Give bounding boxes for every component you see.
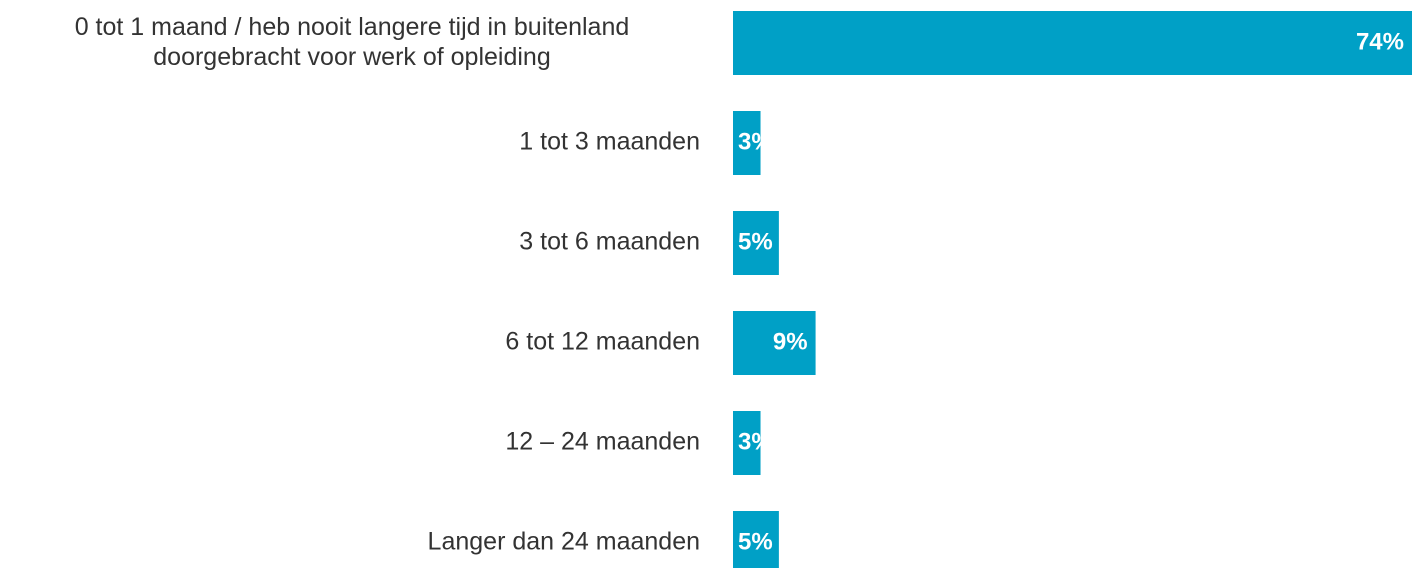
category-label: 12 – 24 maanden [505, 428, 700, 456]
category-label: Langer dan 24 maanden [428, 528, 700, 556]
value-label: 3% [738, 128, 773, 155]
category-label: 6 tot 12 maanden [505, 328, 700, 356]
value-label: 5% [738, 528, 773, 555]
category-label: 1 tot 3 maanden [519, 128, 700, 156]
value-label: 74% [1356, 28, 1404, 55]
category-label: 0 tot 1 maand / heb nooit langere tijd i… [75, 13, 630, 71]
bar [733, 411, 761, 475]
category-label: 3 tot 6 maanden [519, 228, 700, 256]
value-label: 3% [738, 428, 773, 455]
bar [733, 511, 779, 568]
bar [733, 311, 816, 375]
bar [733, 111, 761, 175]
value-label: 9% [773, 328, 808, 355]
value-label: 5% [738, 228, 773, 255]
bar [733, 11, 1412, 75]
bar [733, 211, 779, 275]
